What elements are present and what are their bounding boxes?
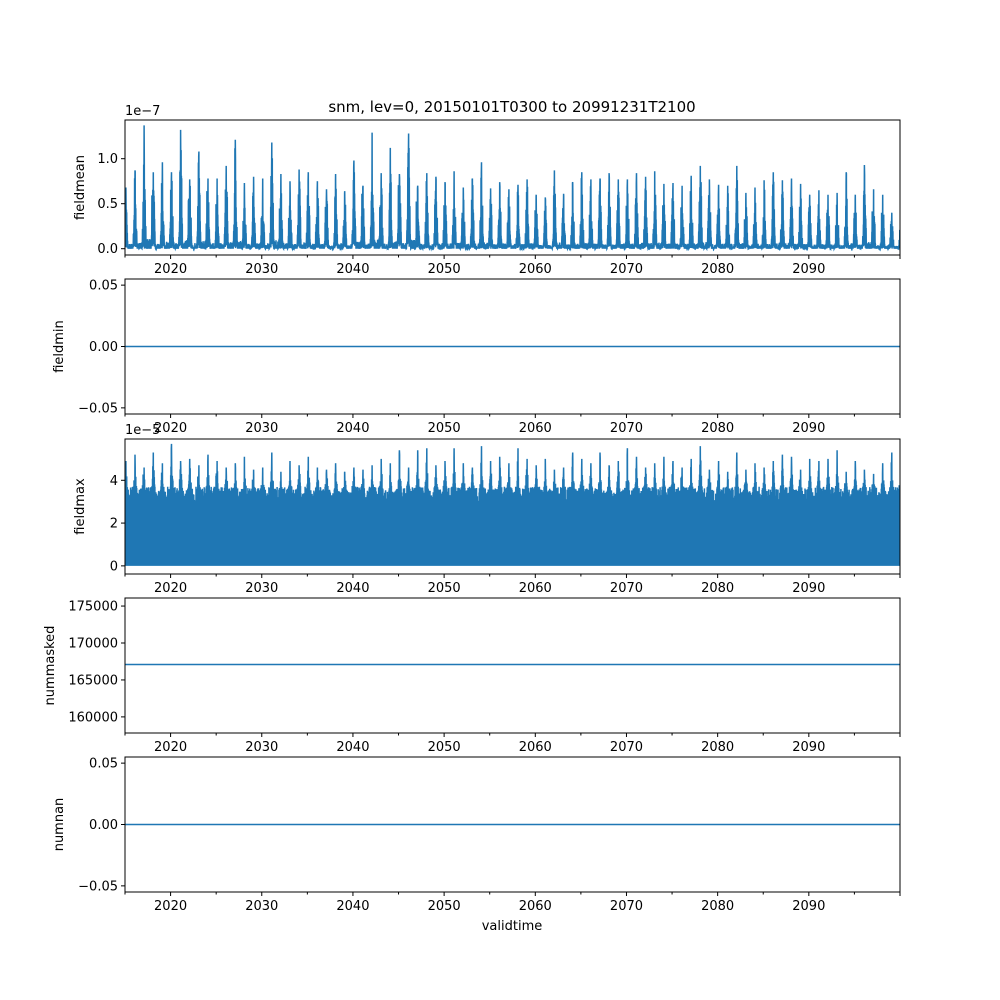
x-tick-label: 2080 xyxy=(701,262,734,277)
y-axis-label: nummasked xyxy=(43,626,58,706)
x-tick-label: 2030 xyxy=(245,581,278,596)
x-tick-label: 2090 xyxy=(792,740,825,755)
y-axis-label: fieldmin xyxy=(52,320,67,373)
x-tick-label: 2070 xyxy=(610,740,643,755)
y-tick-label: −0.05 xyxy=(78,401,118,416)
chart-title: snm, lev=0, 20150101T0300 to 20991231T21… xyxy=(328,98,695,116)
fieldmean-series-line xyxy=(125,125,900,252)
y-tick-label: −0.05 xyxy=(78,879,118,894)
x-tick-label: 2020 xyxy=(154,262,187,277)
x-tick-label: 2090 xyxy=(792,421,825,436)
y-offset-label: 1e−5 xyxy=(125,423,160,438)
panel-numnan: −0.05 0.00 0.05 numnan 2020 2030 2040 2050 2060 2… xyxy=(52,756,901,914)
fieldmax-series-line xyxy=(125,443,900,566)
x-tick-label: 2050 xyxy=(428,262,461,277)
x-tick-label: 2020 xyxy=(154,740,187,755)
x-tick-label: 2060 xyxy=(519,899,552,914)
x-tick-label: 2020 xyxy=(154,581,187,596)
x-tick-label: 2030 xyxy=(245,899,278,914)
x-tick-label: 2070 xyxy=(610,899,643,914)
y-tick-label: 0.00 xyxy=(89,340,118,355)
x-tick-label: 2060 xyxy=(519,262,552,277)
panel-nummasked: 160000 165000 170000 175000 nummasked 2020 203… xyxy=(43,597,901,755)
x-tick-label: 2070 xyxy=(610,421,643,436)
x-tick-label: 2050 xyxy=(428,740,461,755)
x-tick-label: 2080 xyxy=(701,581,734,596)
x-tick-label: 2080 xyxy=(701,421,734,436)
x-tick-label: 2090 xyxy=(792,262,825,277)
y-tick-label: 165000 xyxy=(68,673,118,688)
x-tick-label: 2030 xyxy=(245,421,278,436)
y-tick-label: 170000 xyxy=(68,637,118,652)
fieldmean-axes-frame xyxy=(124,119,901,256)
x-tick-label: 2040 xyxy=(336,421,369,436)
y-axis-label: numnan xyxy=(52,798,67,852)
x-tick-label: 2050 xyxy=(428,899,461,914)
x-tick-label: 2060 xyxy=(519,421,552,436)
y-tick-label: 2 xyxy=(110,517,118,532)
x-tick-label: 2060 xyxy=(519,581,552,596)
y-tick-label: 160000 xyxy=(68,710,118,725)
x-tick-label: 2020 xyxy=(154,899,187,914)
x-tick-label: 2030 xyxy=(245,740,278,755)
x-tick-label: 2080 xyxy=(701,899,734,914)
y-axis-label: fieldmean xyxy=(73,155,88,220)
fieldmax-axes-frame xyxy=(124,438,901,575)
x-tick-label: 2050 xyxy=(428,581,461,596)
x-tick-label: 2040 xyxy=(336,262,369,277)
x-tick-label: 2060 xyxy=(519,740,552,755)
x-tick-label: 2050 xyxy=(428,421,461,436)
x-tick-label: 2040 xyxy=(336,899,369,914)
x-axis-label: validtime xyxy=(482,919,543,934)
y-offset-label: 1e−7 xyxy=(125,104,160,119)
y-tick-label: 0.05 xyxy=(89,757,118,772)
y-axis-label: fieldmax xyxy=(73,478,88,535)
nummasked-axes-frame xyxy=(124,597,901,734)
y-tick-label: 4 xyxy=(110,474,118,489)
y-tick-label: 0.05 xyxy=(89,279,118,294)
panel-fieldmin: −0.05 0.00 0.05 fieldmin 2020 2030 2040 2050 206… xyxy=(52,278,901,436)
x-tick-label: 2070 xyxy=(610,262,643,277)
x-tick-label: 2040 xyxy=(336,740,369,755)
x-tick-label: 2080 xyxy=(701,740,734,755)
panel-fieldmean: 0.0 0.5 1.0 fieldmean 1e−7 2020 2030 2040 2050 20… xyxy=(73,104,901,277)
y-tick-label: 1.0 xyxy=(97,152,118,167)
x-tick-label: 2070 xyxy=(610,581,643,596)
y-tick-label: 0.00 xyxy=(89,818,118,833)
x-tick-label: 2090 xyxy=(792,899,825,914)
x-tick-label: 2090 xyxy=(792,581,825,596)
x-tick-label: 2040 xyxy=(336,581,369,596)
y-tick-label: 0.5 xyxy=(97,197,118,212)
x-tick-label: 2020 xyxy=(154,421,187,436)
x-tick-label: 2030 xyxy=(245,262,278,277)
y-tick-label: 175000 xyxy=(68,600,118,615)
y-tick-label: 0.0 xyxy=(97,242,118,257)
y-tick-label: 0 xyxy=(110,559,118,574)
